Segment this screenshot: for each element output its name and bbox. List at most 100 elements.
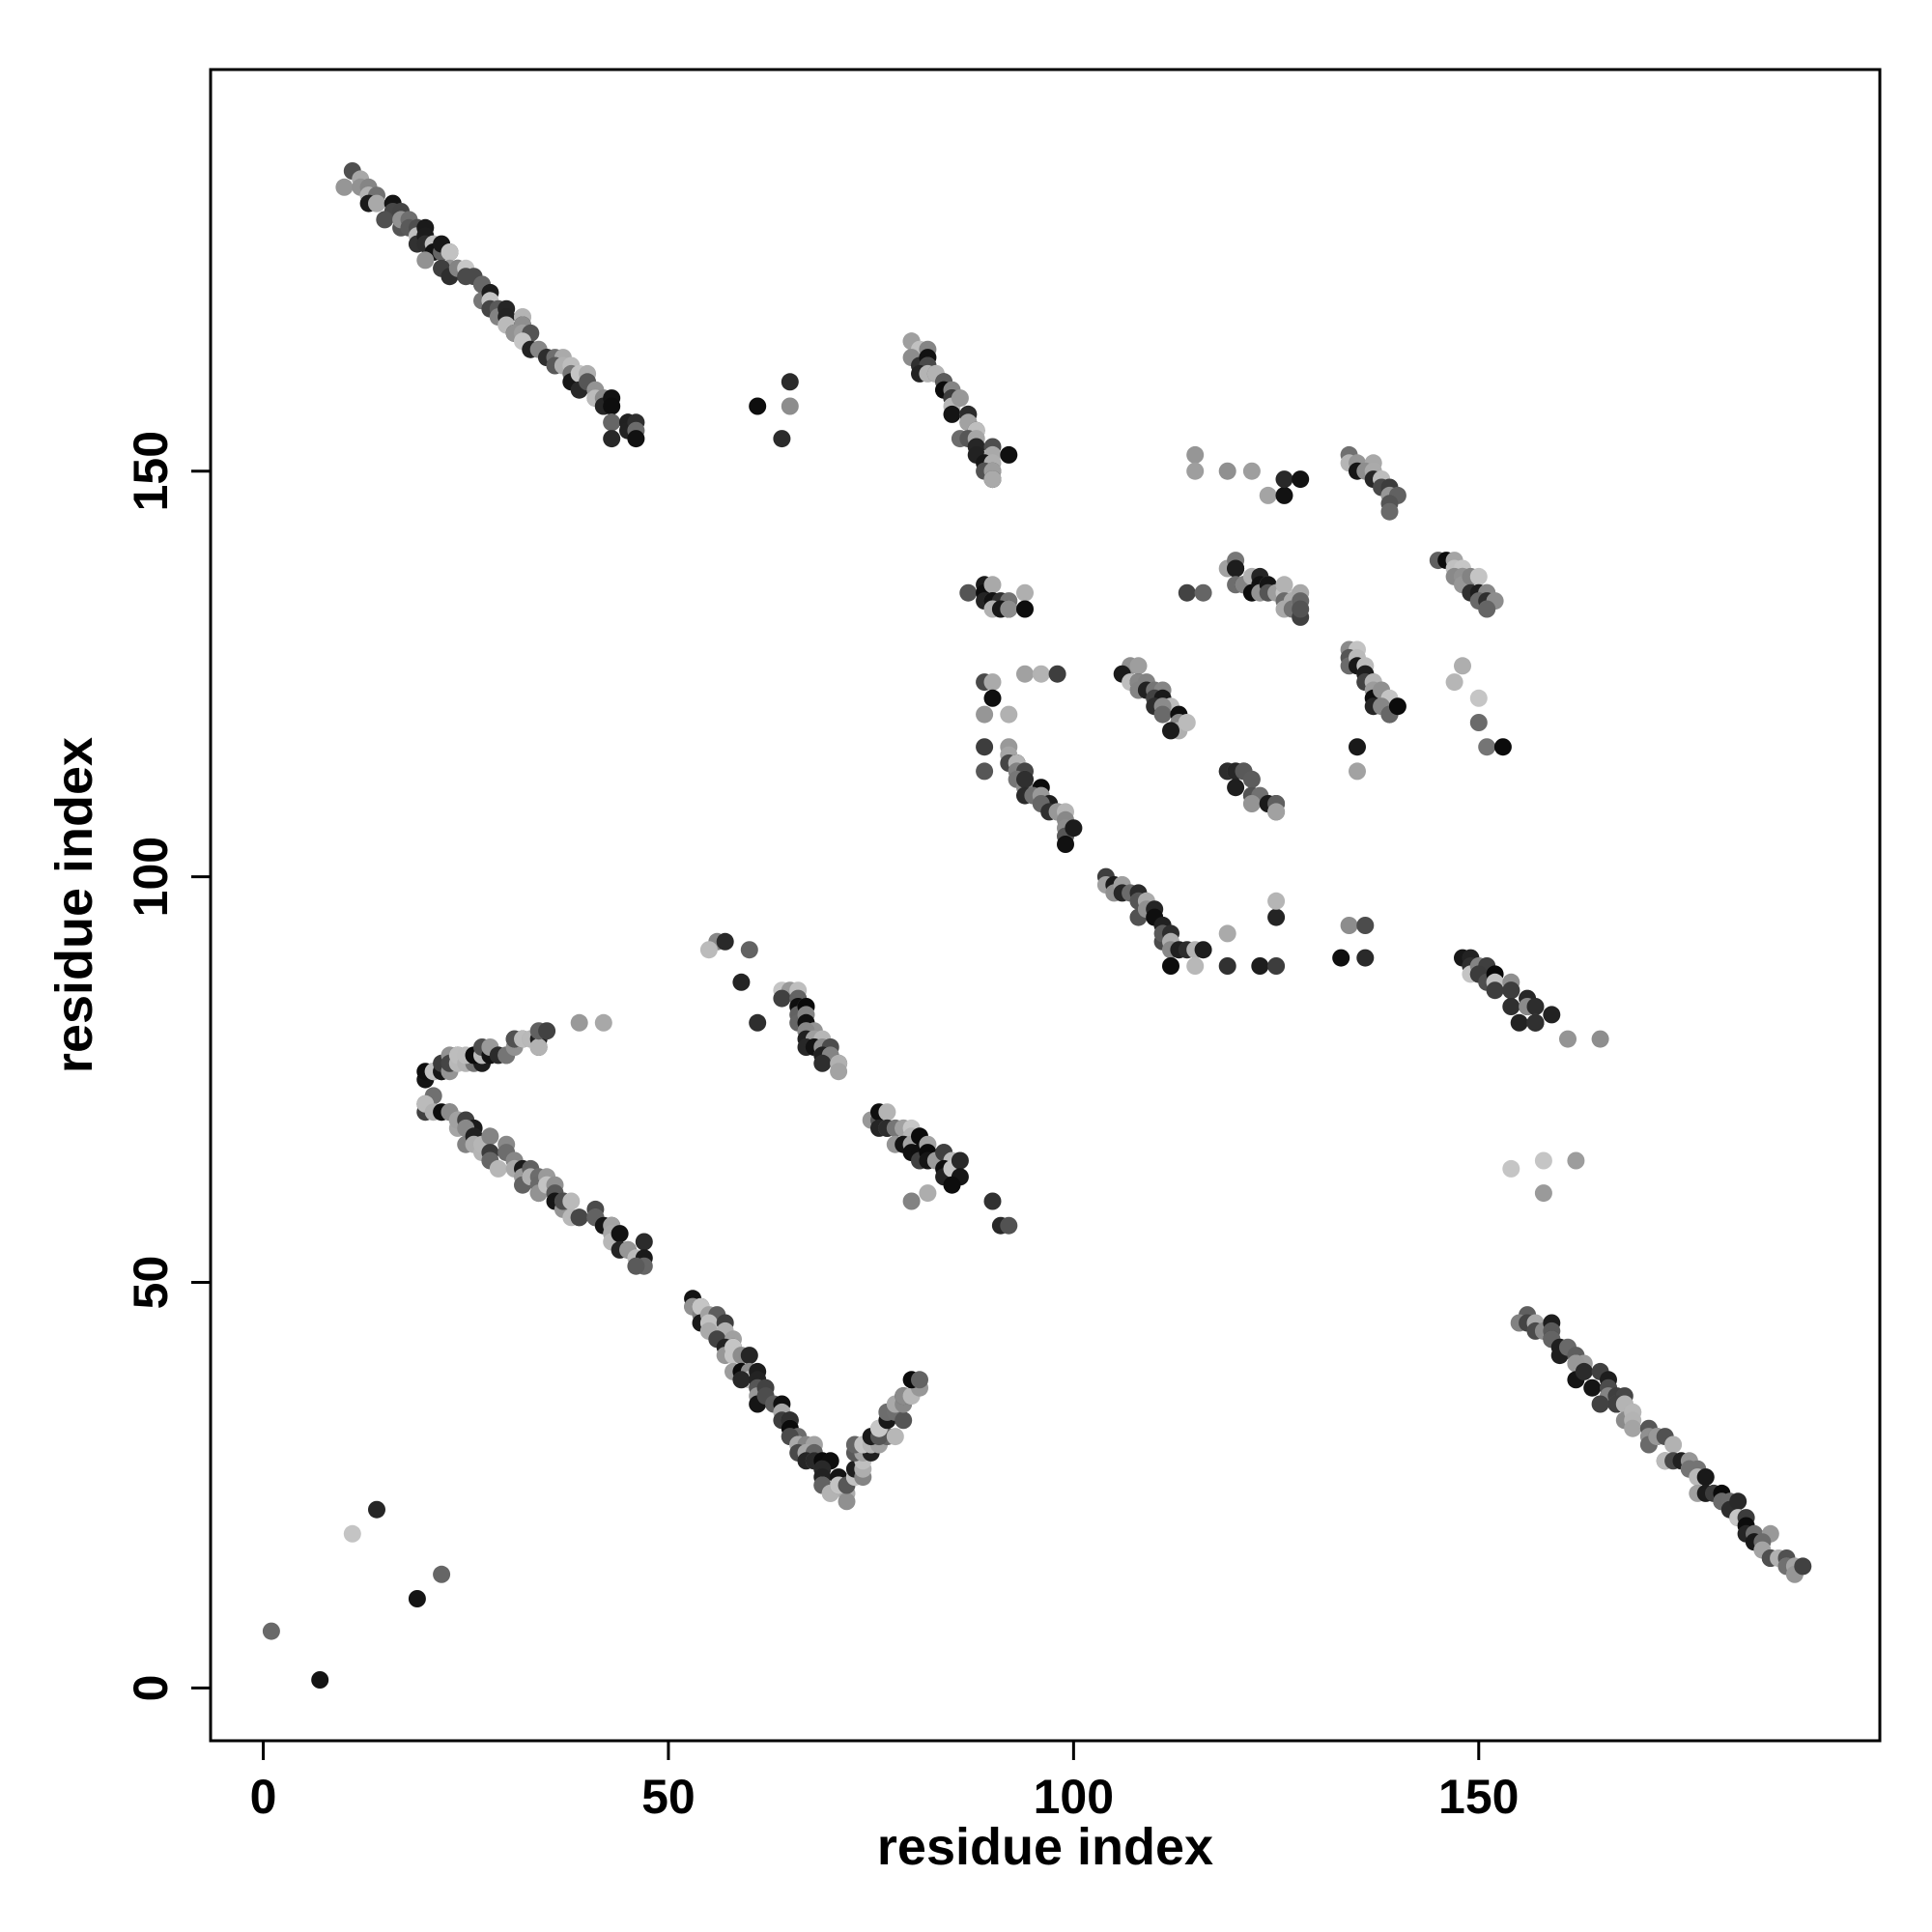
contact-point xyxy=(1178,714,1196,731)
contact-point xyxy=(976,738,994,756)
contact-point xyxy=(1502,981,1520,1000)
contact-point xyxy=(562,1192,581,1210)
contact-point xyxy=(781,397,799,415)
contact-point xyxy=(781,373,799,391)
contact-point xyxy=(1194,583,1212,602)
contact-point xyxy=(983,470,1002,489)
contact-point xyxy=(1251,957,1269,975)
contact-point xyxy=(1478,600,1496,618)
contact-point xyxy=(902,1192,921,1210)
contact-point xyxy=(1242,462,1261,480)
contact-point xyxy=(627,430,645,448)
contact-point xyxy=(895,1411,913,1430)
contact-point xyxy=(1534,1151,1552,1170)
x-tick-label: 100 xyxy=(1034,1770,1114,1824)
contact-point xyxy=(773,989,791,1008)
contact-point xyxy=(732,1371,751,1389)
contact-point xyxy=(368,1500,385,1519)
contact-point xyxy=(1380,502,1399,521)
y-tick-label: 100 xyxy=(124,837,178,917)
contact-point xyxy=(740,1347,758,1365)
contact-point xyxy=(1543,1006,1561,1024)
contact-point xyxy=(1567,1151,1585,1170)
contact-point xyxy=(1267,803,1286,821)
contact-point xyxy=(1583,1378,1602,1397)
contact-point xyxy=(1478,738,1496,756)
contact-point xyxy=(976,762,994,781)
contact-point xyxy=(1267,892,1286,910)
contact-point xyxy=(1275,486,1293,504)
contact-point xyxy=(951,389,969,408)
contact-point xyxy=(1356,917,1375,934)
contact-point xyxy=(440,243,459,261)
contact-point xyxy=(1065,819,1083,838)
contact-point xyxy=(773,430,791,448)
contact-point xyxy=(1469,689,1488,707)
contact-point xyxy=(716,932,734,951)
contact-point xyxy=(1469,567,1488,585)
y-tick-label: 150 xyxy=(124,431,178,511)
contact-point xyxy=(368,194,385,213)
contact-point xyxy=(538,1022,556,1040)
contact-point xyxy=(1340,917,1358,934)
contact-point xyxy=(570,1208,588,1227)
x-tick-label: 150 xyxy=(1438,1770,1519,1824)
contact-point xyxy=(1016,770,1034,788)
contact-point xyxy=(1227,559,1245,578)
contact-point xyxy=(603,397,621,415)
contact-point xyxy=(1129,657,1148,675)
contact-point xyxy=(959,583,978,602)
contact-point xyxy=(1000,1216,1018,1235)
contact-point xyxy=(1000,600,1018,618)
contact-point xyxy=(1242,770,1261,788)
contact-point xyxy=(1794,1557,1812,1576)
contact-point xyxy=(635,1233,653,1251)
contact-point xyxy=(1186,957,1205,975)
contact-point xyxy=(1242,795,1261,812)
contact-point xyxy=(1502,998,1520,1015)
contact-point xyxy=(1510,1013,1528,1032)
contact-point xyxy=(1493,738,1512,756)
contact-point xyxy=(603,413,621,432)
y-tick-label: 50 xyxy=(124,1256,178,1310)
data-points xyxy=(262,162,1812,1689)
contact-point xyxy=(983,689,1002,707)
contact-point xyxy=(911,1371,928,1389)
contact-point xyxy=(1057,836,1074,853)
contact-point xyxy=(983,576,1002,594)
contact-point xyxy=(433,1565,451,1583)
contact-point xyxy=(1445,673,1463,692)
contact-point xyxy=(1469,714,1488,731)
contact-point xyxy=(311,1671,329,1689)
x-axis-title: residue index xyxy=(877,1818,1213,1876)
contact-point xyxy=(740,941,758,959)
contact-point xyxy=(886,1428,904,1446)
contact-point xyxy=(813,1054,832,1072)
contact-point xyxy=(262,1622,280,1640)
contact-point xyxy=(1162,722,1179,740)
contact-point xyxy=(570,1013,588,1032)
contact-point xyxy=(1218,462,1236,480)
x-axis-ticks: 0 50 100 150 xyxy=(250,1741,1519,1824)
contact-point xyxy=(1454,657,1471,675)
contact-point xyxy=(1696,1468,1715,1487)
contact-point xyxy=(1356,949,1375,967)
contact-point xyxy=(376,211,394,229)
contact-point xyxy=(594,1013,612,1032)
contact-point xyxy=(489,1159,507,1178)
contact-point xyxy=(627,1257,645,1275)
contact-point xyxy=(1292,600,1310,618)
contact-point xyxy=(1591,1030,1609,1048)
contact-point xyxy=(1575,1362,1593,1380)
contact-point xyxy=(1502,1159,1520,1178)
contact-point xyxy=(1259,486,1277,504)
contact-point xyxy=(1275,576,1293,594)
contact-point xyxy=(1332,949,1350,967)
contact-point xyxy=(749,1013,767,1032)
contact-point xyxy=(1218,924,1236,943)
contact-point xyxy=(1032,665,1050,683)
contact-point xyxy=(983,1192,1002,1210)
contact-point xyxy=(1349,738,1366,756)
plot-frame xyxy=(209,68,1882,1743)
